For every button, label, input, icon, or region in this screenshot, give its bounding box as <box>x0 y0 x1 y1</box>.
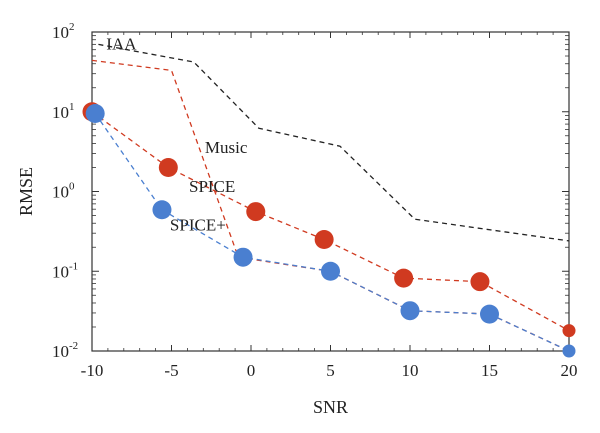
x-tick-label: 15 <box>481 361 498 380</box>
data-point-spiceplus <box>85 104 105 124</box>
data-point-music <box>562 324 576 338</box>
data-point-spiceplus <box>321 261 340 281</box>
data-point-spiceplus <box>562 344 576 358</box>
series-label: SPICE <box>189 177 235 196</box>
y-axis-label: RMSE <box>16 167 36 216</box>
series-label: Music <box>205 138 248 157</box>
data-point-music <box>246 202 266 222</box>
plot-frame <box>91 31 570 352</box>
x-tick-label: 0 <box>247 361 256 380</box>
data-point-music <box>394 268 414 288</box>
y-tick-label: 100 <box>52 181 75 202</box>
data-point-spiceplus <box>152 200 172 220</box>
x-tick-label: -10 <box>81 361 104 380</box>
data-point-music <box>314 230 334 250</box>
x-tick-label: -5 <box>164 361 178 380</box>
series-layer <box>82 43 576 358</box>
x-axis-label: SNR <box>313 397 348 417</box>
data-point-music <box>158 157 178 177</box>
annotation-layer: IAA Music SPICE SPICE+ <box>106 35 248 235</box>
data-point-music <box>470 272 490 292</box>
series-label: SPICE+ <box>170 215 226 234</box>
y-tick-label: 10-2 <box>52 340 78 361</box>
axes: -10 -5 0 5 10 15 20 10-2 10-1 100 101 102 SNR RMSE <box>16 21 578 417</box>
data-point-spiceplus <box>233 247 253 267</box>
y-tick-label: 10-1 <box>52 260 78 281</box>
data-point-spiceplus <box>400 301 420 321</box>
data-point-spiceplus <box>480 304 499 324</box>
y-tick-label: 101 <box>52 101 75 122</box>
x-tick-label: 5 <box>326 361 335 380</box>
x-tick-label: 10 <box>402 361 419 380</box>
series-label: IAA <box>106 35 137 54</box>
y-tick-label: 102 <box>52 21 75 42</box>
x-tick-label: 20 <box>561 361 578 380</box>
